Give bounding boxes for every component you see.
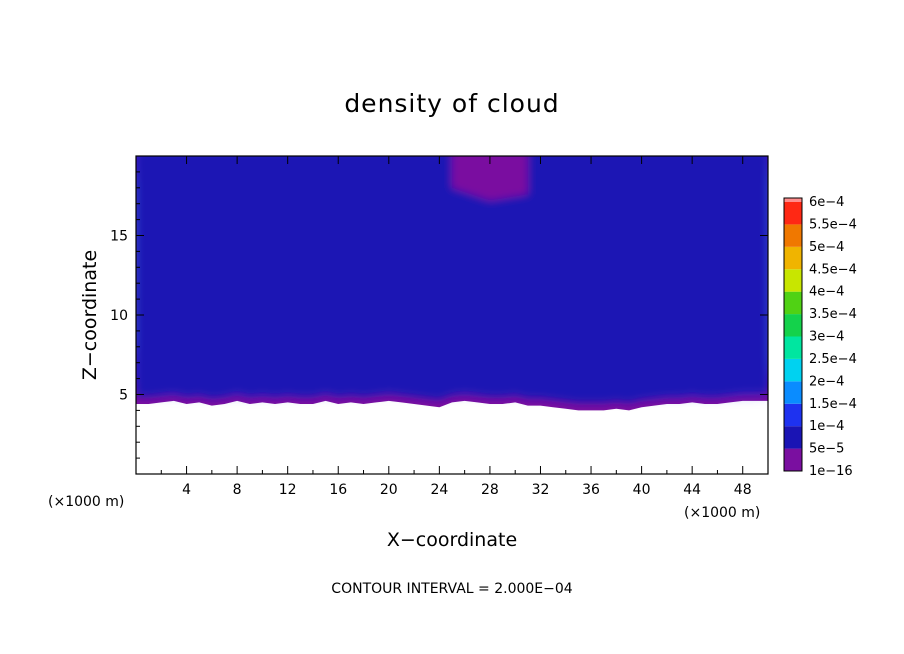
x-tick-label: 36 [582, 482, 600, 498]
colorbar-label: 2.5e−4 [809, 352, 857, 367]
colorbar-swatch [784, 426, 802, 449]
colorbar-swatch [784, 202, 802, 225]
colorbar-swatch [784, 246, 802, 270]
colorbar-label: 1.5e−4 [809, 397, 857, 412]
colorbar-label: 1e−4 [809, 419, 844, 434]
colorbar-label: 4e−4 [809, 285, 844, 300]
colorbar-label: 5e−5 [809, 442, 844, 457]
x-axis-ticks: 4 8 12 16 20 24 28 32 36 40 44 48 [160, 156, 752, 498]
colorbar-swatch [784, 358, 802, 382]
colorbar-label: 5.5e−4 [809, 217, 857, 232]
x-tick-label: 24 [430, 482, 448, 498]
colorbar-swatch [784, 291, 802, 315]
x-tick-label: 16 [329, 482, 347, 498]
y-tick-label: 5 [119, 388, 128, 404]
plot-area [136, 156, 768, 474]
x-tick-label: 4 [182, 482, 191, 498]
x-tick-label: 8 [233, 482, 242, 498]
colorbar-label: 5e−4 [809, 240, 844, 255]
colorbar-label: 3.5e−4 [809, 307, 857, 322]
colorbar-label: 2e−4 [809, 374, 844, 389]
x-tick-label: 28 [481, 482, 499, 498]
colorbar-swatch [784, 381, 802, 404]
colorbar-swatch [784, 269, 802, 292]
y-axis-ticks: 5 10 15 [110, 171, 768, 459]
x-tick-label: 12 [279, 482, 297, 498]
x-tick-label: 20 [380, 482, 398, 498]
y-tick-label: 10 [110, 308, 128, 324]
upper-dry-pocket [452, 156, 528, 201]
colorbar-swatch [784, 336, 802, 359]
colorbar-swatch [784, 314, 802, 337]
colorbar-label: 1e−16 [809, 464, 853, 479]
y-axis-label: Z−coordinate [79, 250, 101, 380]
y-tick-label: 15 [110, 229, 128, 245]
colorbar-label: 3e−4 [809, 330, 844, 345]
x-axis-unit-label: (×1000 m) [684, 505, 760, 521]
y-axis-unit-label: (×1000 m) [48, 494, 124, 510]
colorbar-swatch [784, 224, 802, 247]
x-tick-label: 32 [532, 482, 550, 498]
x-tick-label: 44 [683, 482, 701, 498]
colorbar-label: 6e−4 [809, 195, 844, 210]
density-field [136, 156, 768, 411]
cloud-region-level-1 [136, 156, 768, 403]
colorbar-frame [783, 197, 803, 472]
cloud-edge-layers [136, 156, 768, 403]
colorbar: 1e−16 5e−5 1e−4 1.5e−4 2e−4 2.5e−4 3e−4 3.5e−4 4… [783, 195, 857, 479]
colorbar-label: 4.5e−4 [809, 262, 857, 277]
x-axis-label: X−coordinate [387, 529, 517, 551]
x-tick-label: 48 [734, 482, 752, 498]
contour-interval-footer: CONTOUR INTERVAL = 2.000E−04 [331, 581, 572, 597]
colorbar-swatch [784, 403, 802, 427]
x-tick-label: 40 [633, 482, 651, 498]
colorbar-swatch [784, 448, 802, 471]
colorbar-swatch-top [784, 198, 802, 202]
chart-title: density of cloud [344, 89, 559, 118]
